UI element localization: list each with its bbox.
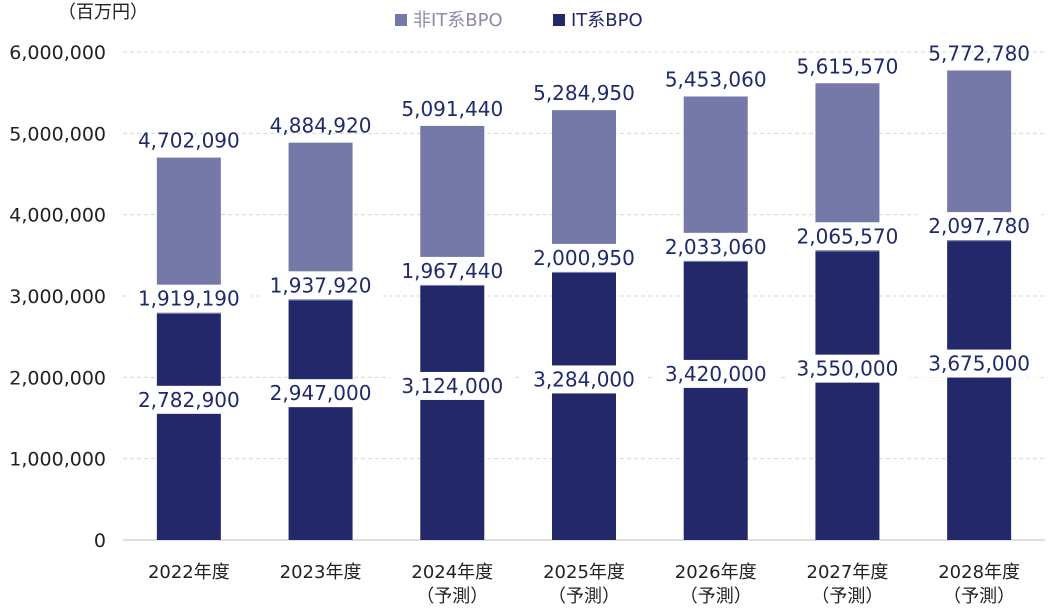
x-category-label: （予測） — [943, 586, 1015, 607]
data-label-total: 5,453,060 — [665, 67, 767, 91]
y-tick-label: 1,000,000 — [9, 449, 106, 471]
data-label-bg — [126, 385, 251, 414]
data-label-bg — [258, 271, 383, 300]
data-label-it-bpo: 3,420,000 — [665, 362, 767, 386]
data-label-non-it-bpo: 1,967,440 — [401, 259, 503, 283]
data-label-total: 5,091,440 — [401, 97, 503, 121]
data-label-bg — [390, 371, 515, 400]
data-label-bg — [785, 354, 910, 383]
data-label-it-bpo: 3,284,000 — [533, 367, 635, 391]
data-label-bg — [522, 243, 646, 272]
data-label-non-it-bpo: 2,000,950 — [533, 246, 635, 270]
x-category-label: （予測） — [680, 586, 752, 607]
data-label-non-it-bpo: 2,033,060 — [665, 235, 767, 259]
data-label-bg — [653, 232, 778, 261]
y-axis-unit-label: （百万円） — [58, 2, 148, 23]
y-axis-ticks: 0 1,000,000 2,000,000 3,000,000 4,000,000 5,0… — [9, 42, 106, 552]
x-category-label: （予測） — [811, 586, 883, 607]
data-labels: 2,782,900 1,919,190 4,702,090 2,947,000 1,93… — [126, 41, 1042, 414]
data-label-it-bpo: 3,124,000 — [401, 374, 503, 398]
bar-it-bpo — [156, 313, 221, 540]
x-category-label: 2027年度 — [807, 562, 889, 583]
data-label-total: 4,702,090 — [138, 129, 240, 153]
y-tick-label: 4,000,000 — [9, 205, 106, 227]
data-label-it-bpo: 2,947,000 — [270, 381, 372, 405]
x-category-label: 2022年度 — [148, 562, 230, 583]
y-tick-label: 3,000,000 — [9, 286, 106, 308]
x-category-label: 2023年度 — [280, 562, 362, 583]
data-label-it-bpo: 3,550,000 — [797, 357, 899, 381]
data-label-total: 5,772,780 — [928, 41, 1030, 65]
data-label-bg — [390, 256, 515, 285]
data-label-bg — [653, 359, 778, 388]
x-axis-categories: 2022年度 2023年度 2024年度 （予測） 2025年度 （予測） 2026年度 （予… — [148, 562, 1020, 607]
data-label-non-it-bpo: 1,919,190 — [138, 287, 240, 311]
legend-label: IT系BPO — [571, 10, 643, 31]
bar-it-bpo — [683, 261, 748, 540]
y-tick-label: 5,000,000 — [9, 123, 106, 145]
data-label-bg — [258, 379, 383, 408]
x-category-label: 2025年度 — [543, 562, 625, 583]
legend-swatch — [553, 14, 565, 26]
data-label-non-it-bpo: 1,937,920 — [270, 273, 372, 297]
bar-it-bpo — [947, 241, 1012, 540]
x-category-label: 2026年度 — [675, 562, 757, 583]
bar-it-bpo — [815, 251, 880, 540]
data-label-total: 5,284,950 — [533, 81, 635, 105]
data-label-non-it-bpo: 2,065,570 — [797, 224, 899, 248]
data-label-bg — [126, 284, 251, 313]
data-label-total: 5,615,570 — [797, 54, 899, 78]
x-category-label: （予測） — [548, 586, 620, 607]
data-label-bg — [917, 349, 1042, 378]
legend-swatch — [395, 14, 407, 26]
bar-it-bpo — [288, 300, 353, 540]
data-label-non-it-bpo: 2,097,780 — [928, 214, 1030, 238]
y-tick-label: 6,000,000 — [9, 42, 106, 64]
data-label-total: 4,884,920 — [270, 114, 372, 138]
x-category-label: （予測） — [416, 586, 488, 607]
x-category-label: 2028年度 — [938, 562, 1020, 583]
data-label-it-bpo: 3,675,000 — [928, 352, 1030, 376]
bars — [156, 70, 1012, 540]
bar-it-bpo — [420, 285, 485, 540]
data-label-it-bpo: 2,782,900 — [138, 388, 240, 412]
data-label-bg — [785, 222, 910, 251]
data-label-bg — [917, 212, 1042, 241]
legend-label: 非IT系BPO — [413, 10, 503, 31]
y-tick-label: 2,000,000 — [9, 367, 106, 389]
x-category-label: 2024年度 — [411, 562, 493, 583]
data-label-bg — [522, 365, 646, 394]
bar-it-bpo — [552, 272, 616, 540]
y-tick-label: 0 — [94, 530, 106, 552]
legend: 非IT系BPO IT系BPO — [395, 10, 643, 31]
